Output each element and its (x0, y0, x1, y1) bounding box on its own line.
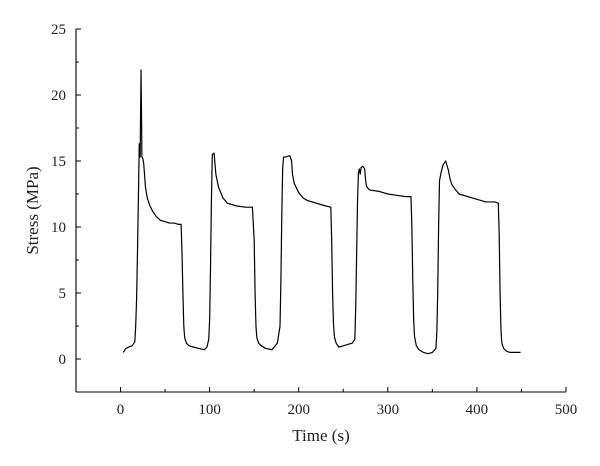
x-tick-label: 300 (377, 402, 400, 418)
x-ticks: 0 100 200 300 400 500 (75, 387, 578, 418)
y-tick-label: 10 (51, 220, 66, 236)
x-tick-label: 0 (117, 402, 125, 418)
axes (75, 29, 566, 393)
y-tick-label: 0 (59, 352, 67, 368)
y-tick-label: 5 (59, 286, 67, 302)
stress-series-line (122, 69, 521, 355)
y-ticks: 0 5 10 15 20 25 (51, 22, 81, 393)
x-axis-label: Time (s) (292, 426, 349, 445)
series-layer (122, 69, 521, 355)
x-tick-label: 400 (466, 402, 489, 418)
y-tick-label: 15 (51, 154, 66, 170)
x-tick-label: 200 (287, 402, 310, 418)
y-tick-label: 20 (51, 88, 66, 104)
y-axis-label: Stress (MPa) (23, 166, 42, 254)
y-tick-label: 25 (51, 22, 66, 38)
x-tick-label: 500 (555, 402, 578, 418)
x-tick-label: 100 (198, 402, 221, 418)
